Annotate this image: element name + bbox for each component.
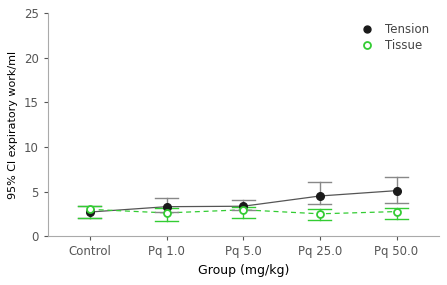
Legend: Tension, Tissue: Tension, Tissue [352, 19, 433, 56]
Y-axis label: 95% Cl expiratory work/ml: 95% Cl expiratory work/ml [8, 51, 18, 199]
X-axis label: Group (mg/kg): Group (mg/kg) [198, 264, 289, 277]
